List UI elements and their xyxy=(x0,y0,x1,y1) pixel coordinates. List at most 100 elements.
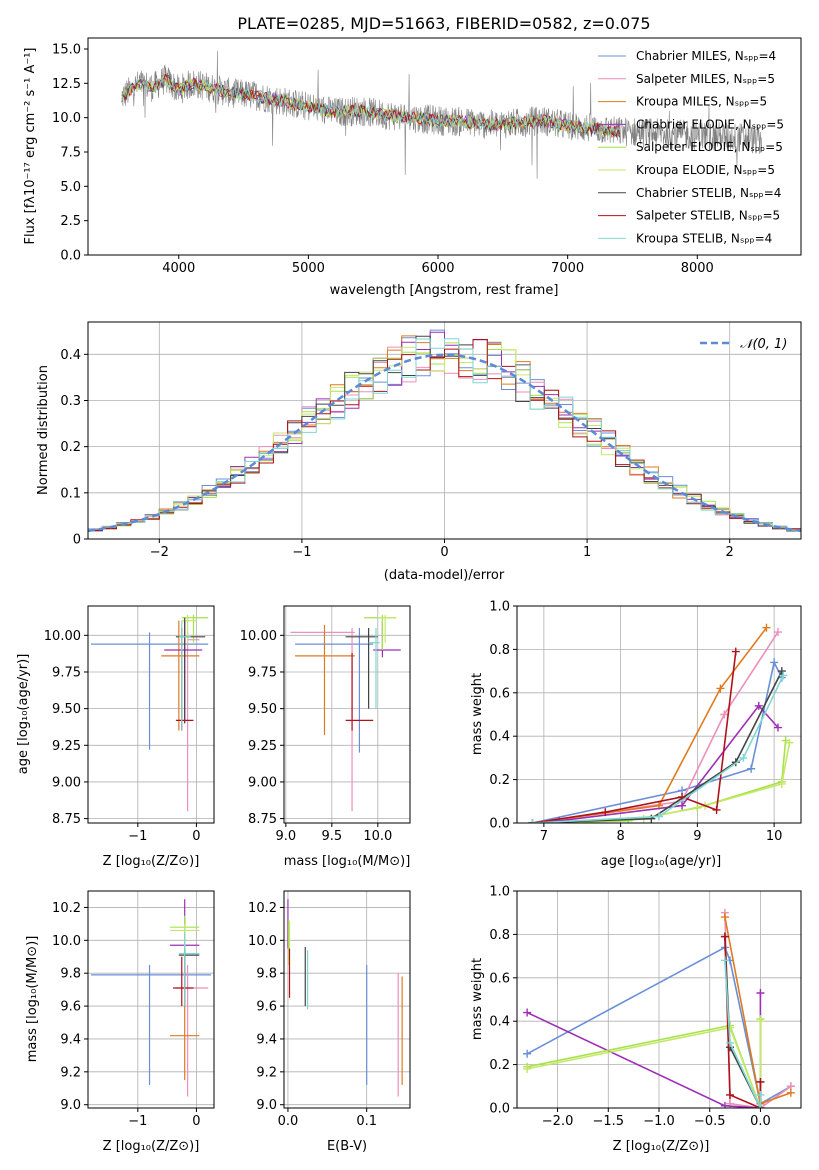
x-tick-label: 10.0 xyxy=(363,829,392,844)
x-tick-label: 8 xyxy=(616,829,624,844)
x-tick-label: 7 xyxy=(540,829,548,844)
plus-marker xyxy=(756,1077,765,1086)
legend-label: Chabrier MILES, Nₛₚₚ=4 xyxy=(636,49,776,63)
y-tick-label: 0.0 xyxy=(489,1102,510,1117)
y-tick-label: 10.0 xyxy=(52,934,81,949)
x-tick-label: 9.0 xyxy=(275,829,296,844)
plus-marker xyxy=(762,623,771,632)
y-tick-label: 9.2 xyxy=(256,1065,277,1080)
y-tick-label: 9.6 xyxy=(60,1000,81,1015)
residuals-legend: 𝒩(0, 1) xyxy=(700,337,787,352)
mw-vs-z-panel: −2.0 −1.5 −1.0 −0.5 0.0 0.0 0.2 0.4 0.6 0.8 1.0 Z … xyxy=(470,885,802,1154)
mass-vs-z-panel: −1 0 9.0 9.2 9.4 9.6 9.8 10.0 10.2 Z [log₁₀(Z/Z⊙… xyxy=(25,890,215,1154)
mw-vs-z-ylabel: mass weight xyxy=(470,958,485,1040)
x-tick-label: 4000 xyxy=(162,261,195,276)
plus-marker xyxy=(720,710,729,719)
y-tick-label: 7.5 xyxy=(60,145,81,160)
x-tick-label: −2.0 xyxy=(542,1114,574,1129)
model-spectrum-line xyxy=(121,74,620,138)
y-tick-label: 9.4 xyxy=(60,1032,81,1047)
legend-label: Chabrier ELODIE, Nₛₚₚ=5 xyxy=(636,117,784,131)
y-tick-label: 0.3 xyxy=(60,394,81,409)
y-tick-label: 0.0 xyxy=(489,817,510,832)
y-tick-label: 9.6 xyxy=(256,1000,277,1015)
y-tick-label: 9.2 xyxy=(60,1065,81,1080)
y-tick-label: 5.0 xyxy=(60,180,81,195)
x-tick-label: 0.1 xyxy=(356,1114,377,1129)
x-tick-label: 0 xyxy=(192,1114,200,1129)
plus-marker xyxy=(770,658,779,667)
plot-content xyxy=(287,899,403,1097)
y-tick-label: 9.0 xyxy=(60,1098,81,1113)
axes-frame xyxy=(283,890,411,1109)
mass-weight-line xyxy=(724,912,792,1108)
plus-marker xyxy=(777,667,786,676)
y-tick-label: 0.6 xyxy=(489,686,510,701)
y-tick-label: 0.2 xyxy=(489,1058,510,1073)
plus-marker xyxy=(786,1088,795,1097)
y-tick-label: 9.25 xyxy=(248,739,277,754)
plus-marker xyxy=(756,1017,765,1026)
x-tick-label: 0.0 xyxy=(750,1114,771,1129)
mass-vs-ebv-panel: 0.0 0.1 9.0 9.2 9.4 9.6 9.8 10.0 10.2 E(B-V) xyxy=(248,890,411,1154)
y-tick-label: 0 xyxy=(73,533,81,548)
x-tick-label: 2 xyxy=(726,545,734,560)
y-tick-label: 9.8 xyxy=(60,967,81,982)
y-tick-label: 9.8 xyxy=(256,967,277,982)
plus-marker xyxy=(601,808,610,817)
x-tick-label: 0.0 xyxy=(278,1114,299,1129)
y-tick-label: 0.0 xyxy=(60,249,81,264)
age-vs-mass-xlabel: mass [log₁₀(M/M⊙)] xyxy=(284,854,411,869)
y-tick-label: 9.75 xyxy=(248,665,277,680)
x-tick-label: 8000 xyxy=(681,261,714,276)
plus-marker xyxy=(779,671,788,680)
plus-marker xyxy=(720,1101,729,1108)
plus-marker xyxy=(726,1038,734,1047)
plus-marker xyxy=(716,684,725,693)
plot-content xyxy=(528,623,794,823)
plus-marker xyxy=(756,988,765,997)
x-tick-label: −0.5 xyxy=(694,1114,726,1129)
legend-label: Chabrier STELIB, Nₛₚₚ=4 xyxy=(636,186,781,200)
residuals-ylabel: Normed distribution xyxy=(36,365,51,495)
model-spectrum-line xyxy=(121,74,620,137)
plot-content xyxy=(88,329,801,533)
mass-vs-z-plot-area: −1 0 9.0 9.2 9.4 9.6 9.8 10.0 10.2 xyxy=(52,890,215,1129)
mass-weight-line xyxy=(526,1021,762,1108)
x-tick-label: 0 xyxy=(440,545,448,560)
mass-weight-line xyxy=(532,675,785,823)
age-vs-z-xlabel: Z [log₁₀(Z/Z⊙)] xyxy=(103,854,200,869)
y-tick-label: 10.0 xyxy=(248,934,277,949)
plus-marker xyxy=(720,956,729,965)
plus-marker xyxy=(720,913,729,922)
axes-frame xyxy=(283,605,411,824)
y-tick-label: 0.2 xyxy=(60,440,81,455)
axes-frame xyxy=(87,605,215,824)
axes-frame xyxy=(87,37,802,256)
age-vs-z-plot-area: −1 0 8.75 9.00 9.25 9.50 9.75 10.00 xyxy=(44,605,215,844)
mass-vs-z-xlabel: Z [log₁₀(Z/Z⊙)] xyxy=(103,1139,200,1154)
legend-label: Salpeter STELIB, Nₛₚₚ=5 xyxy=(636,209,780,223)
legend-label: Salpeter ELODIE, Nₛₚₚ=5 xyxy=(636,140,783,154)
y-tick-label: 9.0 xyxy=(256,1098,277,1113)
model-spectrum-line xyxy=(121,73,620,137)
axes-frame xyxy=(87,890,215,1109)
y-tick-label: 9.75 xyxy=(52,665,81,680)
y-tick-label: 1.0 xyxy=(489,600,510,615)
plus-marker xyxy=(712,805,721,814)
mass-weight-line xyxy=(724,916,792,1105)
y-tick-label: 8.75 xyxy=(52,812,81,827)
x-tick-label: 7000 xyxy=(551,261,584,276)
x-tick-label: −1 xyxy=(128,1114,147,1129)
plus-marker xyxy=(647,814,656,823)
x-tick-label: 6000 xyxy=(421,261,454,276)
histogram-step xyxy=(88,338,801,531)
plus-marker xyxy=(756,1104,765,1108)
x-tick-label: −1 xyxy=(128,829,147,844)
plus-marker xyxy=(655,812,663,821)
plus-marker xyxy=(523,1064,532,1073)
age-vs-z-panel: −1 0 8.75 9.00 9.25 9.50 9.75 10.00 Z [log₁₀(Z/… xyxy=(16,605,215,869)
y-tick-label: 0.8 xyxy=(489,643,510,658)
mass-weight-line xyxy=(532,651,737,823)
